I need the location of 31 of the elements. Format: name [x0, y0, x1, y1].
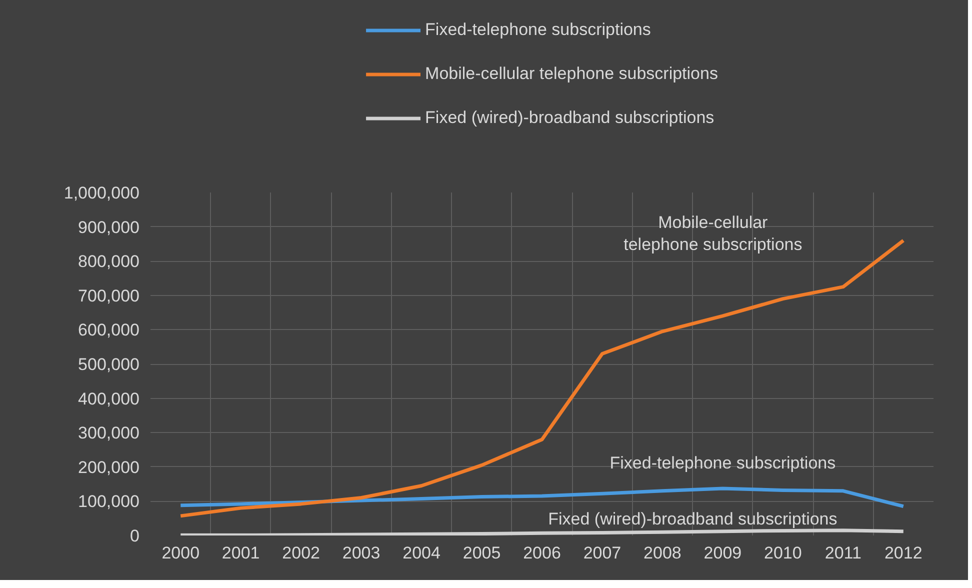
legend-label: Fixed (wired)-broadband subscriptions [425, 108, 714, 128]
x-tick-label: 2012 [884, 544, 922, 562]
line-series [178, 486, 906, 508]
x-tick-label: 2000 [162, 544, 200, 562]
y-tick-label: 800,000 [78, 252, 140, 272]
text: Fixed (wired)-broadband subscriptions [548, 509, 838, 528]
x-tick-label: 2003 [342, 544, 380, 562]
y-tick-label: 100,000 [78, 492, 140, 512]
y-tick-label: 400,000 [78, 389, 140, 408]
y-tick-label: 1,000,000 [64, 184, 140, 202]
text: Fixed-telephone subscriptions [610, 454, 836, 473]
y-tick-label: 200,000 [78, 458, 140, 477]
x-tick-label: 2005 [462, 544, 501, 562]
x-tick-label: 2009 [704, 544, 742, 562]
x-tick-label: 2002 [282, 544, 320, 562]
y-tick-label: 300,000 [78, 424, 140, 443]
x-tick-label: 2008 [644, 544, 682, 562]
x-tick-label: 2001 [222, 544, 260, 562]
x-tick-label: 2006 [523, 544, 561, 562]
text: Mobile-cellular telephone subscriptions [624, 212, 802, 254]
y-tick-label: 900,000 [78, 218, 140, 237]
legend-label: Fixed-telephone subscriptions [425, 20, 651, 40]
y-tick-label: 600,000 [78, 320, 140, 340]
x-tick-label: 2011 [824, 544, 862, 562]
x-tick-label: 2004 [402, 544, 440, 562]
y-tick-label: 700,000 [78, 286, 140, 306]
y-tick-label: 0 [130, 526, 140, 546]
x-tick-label: 2007 [583, 544, 622, 562]
x-tick-label: 2010 [764, 544, 802, 562]
legend-label: Mobile-cellular telephone subscriptions [425, 64, 718, 84]
y-tick-label: 500,000 [78, 355, 140, 374]
